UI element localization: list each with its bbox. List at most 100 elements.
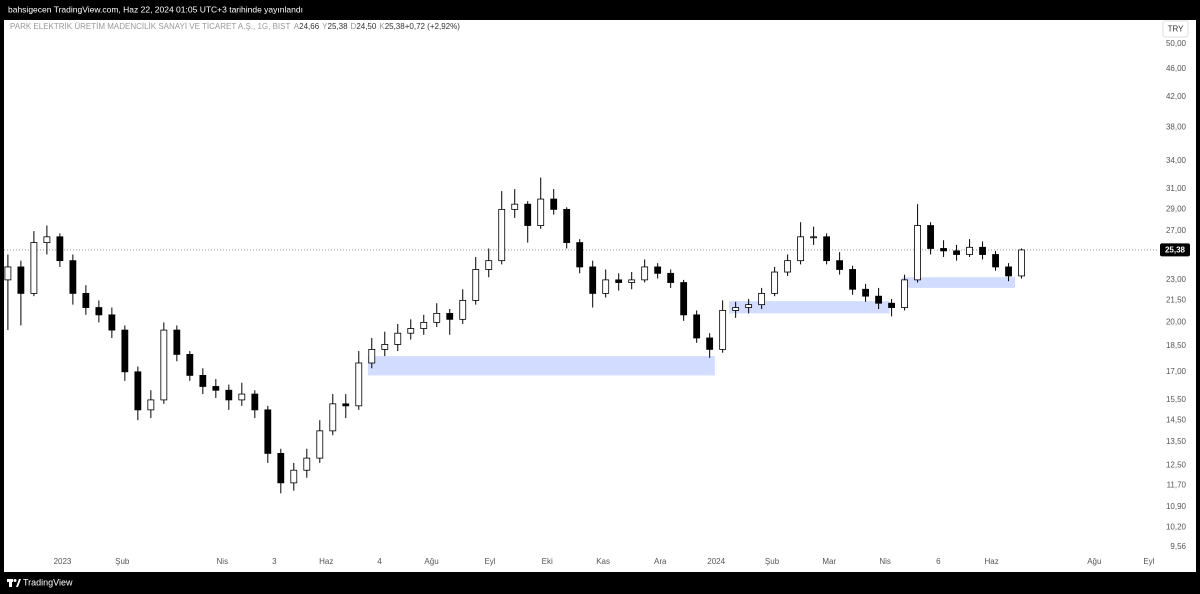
candle-body [446,312,454,320]
legend: PARK ELEKTRİK ÜRETİM MADENCİLİK SANAYİ V… [10,22,460,31]
candle-body [472,269,480,301]
legend-value: 25,38 [328,22,349,31]
candle-body [576,242,584,268]
candle-body [810,236,818,239]
x-tick-label: Eyl [484,557,495,566]
candle-body [992,254,999,268]
candle-body [134,371,142,411]
candle-body [69,260,77,294]
candle-body [719,310,727,350]
candle-body [4,266,12,281]
y-tick-label: 29,00 [1166,204,1187,213]
candle-body [953,250,960,255]
x-tick-label: Eyl [1143,557,1154,566]
legend-key: Y [322,22,328,31]
zone [367,356,715,376]
candle-body [836,260,844,270]
candle-body [550,198,558,210]
candle-body [797,236,805,262]
legend-value: +0,72 (+2,92%) [405,22,460,31]
zone [901,277,1016,288]
header-text: bahsigecen TradingView.com, Haz 22, 2024… [8,4,303,14]
candle-body [30,242,38,294]
candle-body [667,272,675,283]
x-tick-label: Nis [217,557,229,566]
candle-body [147,399,155,411]
candle-body [732,307,740,311]
candle-body [420,321,428,329]
candle-body [199,375,207,387]
candle-body [654,266,662,274]
x-tick-label: Şub [765,557,780,566]
y-tick-label: 38,00 [1166,122,1187,131]
candle-body [966,246,973,255]
candle-body [82,292,90,308]
legend-value: 24,50 [356,22,377,31]
y-tick-label: 46,00 [1166,64,1187,73]
candle-body [706,337,714,350]
candle-body [1018,249,1025,277]
y-tick-label: 10,90 [1166,502,1187,511]
candle-body [238,393,246,401]
x-tick-label: Eki [542,557,553,566]
x-tick-label: 4 [377,557,382,566]
candle-body [225,389,233,401]
candle-body [342,403,350,407]
x-tick-label: Şub [115,557,130,566]
candle-body [927,225,934,249]
candle-body [758,292,766,306]
candle-body [264,409,272,454]
candle-body [862,288,870,297]
x-tick-label: Haz [985,557,999,566]
candle-body [914,225,921,281]
candle-body [394,332,402,345]
x-tick-label: 2023 [54,557,72,566]
candle-body [875,295,882,304]
y-tick-label: 14,50 [1166,415,1187,424]
candle-body [940,248,947,252]
currency[interactable]: TRY [1168,25,1185,34]
legend-key: K [379,22,385,31]
y-tick-label: 11,70 [1167,481,1187,490]
candle-body [160,329,168,401]
candle-body [368,348,376,364]
candle-body [381,344,389,350]
footer-brand: TradingView [23,577,73,587]
candle-body [459,299,467,320]
legend-key: A [294,22,300,31]
x-tick-label: Nis [879,557,891,566]
x-tick-label: 2024 [707,557,725,566]
last-price-label: 25,38 [1165,246,1186,255]
x-tick-label: Mar [822,557,836,566]
currency-box[interactable] [1162,20,1189,38]
candle-body [56,236,64,262]
candle-body [680,282,688,316]
legend-value: 24,66 [299,22,320,31]
footer-logo [7,579,21,587]
y-tick-label: 27,00 [1166,226,1187,235]
x-tick-label: Kas [596,557,610,566]
x-tick-label: Ağu [1087,557,1101,566]
last-price-box [1160,243,1190,257]
candle-body [17,266,25,294]
candle-body [589,266,597,294]
candle-body [1005,266,1012,277]
candle-body [615,279,623,283]
symbol-title: PARK ELEKTRİK ÜRETİM MADENCİLİK SANAYİ V… [10,22,290,31]
candle-body [745,304,753,308]
y-tick-label: 15,50 [1166,395,1187,404]
candle-body [563,208,571,243]
x-tick-label: Haz [319,557,333,566]
x-tick-label: 3 [272,557,277,566]
candle-body [186,354,194,376]
candle-body [316,430,324,459]
candle-body [979,246,986,255]
candle-body [498,208,506,262]
candle-body [433,312,441,323]
y-tick-label: 50,00 [1166,39,1187,48]
y-tick-label: 20,00 [1166,317,1187,326]
candle-body [537,198,545,226]
y-tick-label: 12,50 [1166,460,1187,469]
y-tick-label: 17,00 [1166,367,1187,376]
